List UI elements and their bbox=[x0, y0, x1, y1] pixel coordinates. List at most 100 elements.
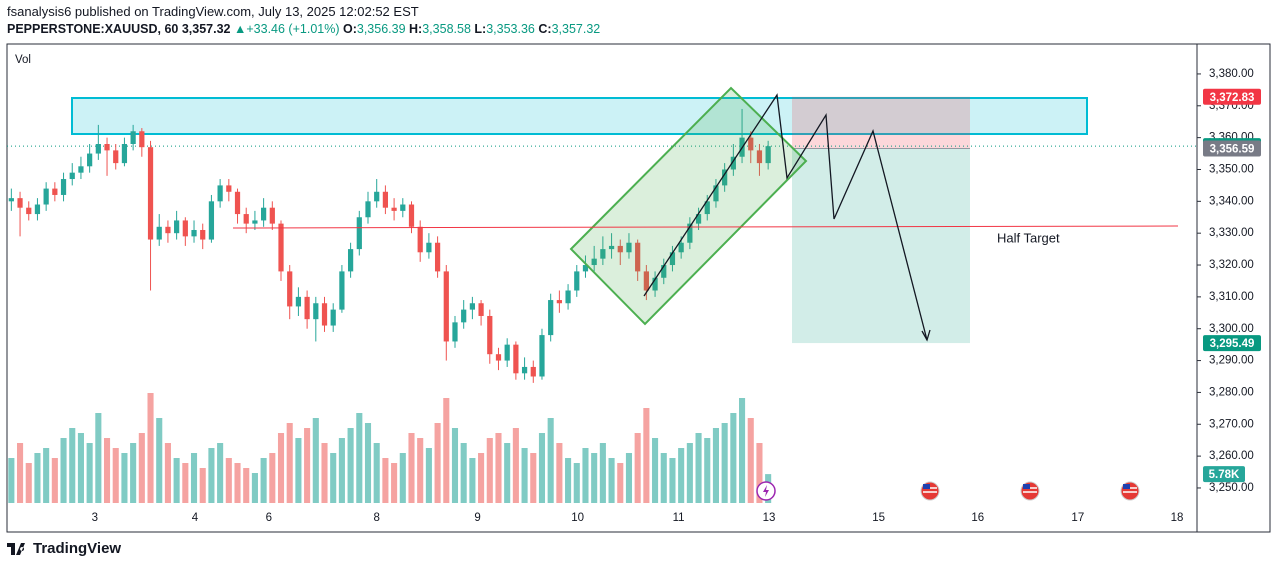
candle-body bbox=[461, 309, 467, 323]
candle-body bbox=[347, 249, 354, 272]
candle-body bbox=[34, 204, 41, 215]
candle-body bbox=[417, 226, 423, 253]
volume-bar bbox=[678, 448, 685, 503]
candle-body bbox=[287, 271, 293, 307]
volume-bar bbox=[251, 473, 258, 503]
candle-body bbox=[252, 220, 258, 224]
candle-body bbox=[669, 252, 676, 266]
volume-bar bbox=[138, 433, 145, 503]
volume-bar bbox=[321, 443, 328, 503]
volume-bar bbox=[60, 438, 67, 503]
volume-bar bbox=[147, 393, 154, 503]
candle-body bbox=[643, 271, 649, 291]
x-tick-label: 11 bbox=[673, 512, 685, 524]
volume-bar bbox=[582, 448, 589, 503]
axes: 3,250.00 3,260.00 3,270.00 3,280.00 3,290.00… bbox=[92, 44, 1261, 532]
candle-body bbox=[765, 146, 771, 164]
volume-bar bbox=[34, 453, 41, 503]
volume-legend: Vol bbox=[15, 54, 31, 66]
y-tick-label: 3,350.00 bbox=[1209, 164, 1254, 176]
x-tick-label: 17 bbox=[1071, 512, 1084, 524]
y-tick-label: 3,260.00 bbox=[1209, 450, 1254, 462]
candle-body bbox=[434, 242, 441, 272]
volume-bar bbox=[469, 458, 476, 503]
volume-bar bbox=[538, 433, 546, 503]
candle-body bbox=[295, 296, 302, 307]
candle-body bbox=[226, 185, 232, 192]
candle-body bbox=[713, 185, 719, 202]
candle-body bbox=[26, 207, 32, 215]
candle-body bbox=[748, 137, 754, 151]
volume-bar bbox=[704, 438, 711, 503]
projection-path bbox=[643, 93, 928, 341]
candle-body bbox=[130, 131, 136, 145]
symbol-line: PEPPERSTONE:XAUUSD, 60 3,357.32 ▲+33.46 … bbox=[7, 22, 600, 36]
candle-body bbox=[556, 300, 562, 304]
candle-body bbox=[678, 242, 684, 253]
chart: Vol Half Target 3,250.00 3,260.00 3,270.00… bbox=[6, 43, 1271, 533]
candle-body bbox=[356, 217, 362, 250]
y-tick-label: 3,330.00 bbox=[1209, 227, 1254, 239]
volume-bar bbox=[17, 443, 24, 503]
price-label: 3,295.49 bbox=[1210, 338, 1255, 350]
volume-bar bbox=[164, 443, 171, 503]
candle-body bbox=[722, 169, 728, 186]
brand: TradingView bbox=[7, 540, 121, 557]
candle-body bbox=[513, 344, 519, 374]
volume-bar bbox=[95, 413, 102, 503]
volume-bar bbox=[486, 438, 493, 503]
x-tick-label: 3 bbox=[92, 512, 98, 524]
volume-bar bbox=[25, 463, 32, 503]
price-label-box bbox=[1203, 335, 1261, 352]
x-tick-label: 9 bbox=[474, 512, 480, 524]
volume-bar bbox=[295, 438, 302, 503]
candle-body bbox=[313, 303, 319, 320]
candle-body bbox=[704, 201, 710, 215]
candle-body bbox=[339, 271, 345, 310]
candle-body bbox=[60, 179, 67, 195]
volume-bar bbox=[521, 448, 528, 503]
volume-bar bbox=[69, 428, 76, 503]
supply-zone bbox=[71, 97, 1088, 135]
candle-body bbox=[504, 344, 510, 361]
event-glyph bbox=[763, 485, 769, 497]
volume-bar bbox=[286, 423, 293, 503]
candle-body bbox=[661, 265, 667, 278]
channel bbox=[569, 86, 808, 326]
candle-body bbox=[43, 188, 49, 205]
y-tick-label: 3,310.00 bbox=[1209, 291, 1254, 303]
volume-bar bbox=[86, 443, 93, 503]
candle-body bbox=[365, 201, 371, 218]
volume-bar bbox=[382, 458, 389, 503]
candle-body bbox=[374, 191, 380, 202]
volume-bar bbox=[417, 438, 424, 503]
candle-body bbox=[156, 226, 162, 240]
volume-bar bbox=[43, 448, 50, 503]
price-label-box bbox=[1203, 140, 1261, 157]
ohlc-key: L: bbox=[474, 22, 487, 36]
volume-bar bbox=[373, 443, 380, 503]
candle-body bbox=[208, 201, 215, 240]
volume-bar bbox=[356, 413, 363, 503]
y-tick-label: 3,270.00 bbox=[1209, 418, 1254, 430]
volume-bar bbox=[573, 463, 580, 503]
change-arrow: ▲ bbox=[234, 22, 247, 36]
symbol: PEPPERSTONE:XAUUSD, 60 bbox=[7, 22, 179, 36]
candle-body bbox=[756, 150, 763, 164]
volume-bar bbox=[130, 443, 137, 503]
half-target-line bbox=[232, 225, 1179, 229]
volume-bar bbox=[51, 458, 58, 503]
candle-body bbox=[147, 147, 154, 240]
y-tick-label: 3,300.00 bbox=[1209, 323, 1254, 335]
y-tick-label: 3,280.00 bbox=[1209, 386, 1254, 398]
candle-body bbox=[617, 245, 623, 253]
candle-body bbox=[626, 242, 632, 253]
candle-body bbox=[652, 277, 658, 291]
price-label: 3,372.83 bbox=[1210, 92, 1255, 104]
candle-body bbox=[17, 198, 23, 208]
x-tick-label: 4 bbox=[192, 512, 199, 524]
price-label-box bbox=[1203, 88, 1261, 105]
candle-body bbox=[591, 258, 597, 266]
volume-bar bbox=[608, 458, 615, 503]
